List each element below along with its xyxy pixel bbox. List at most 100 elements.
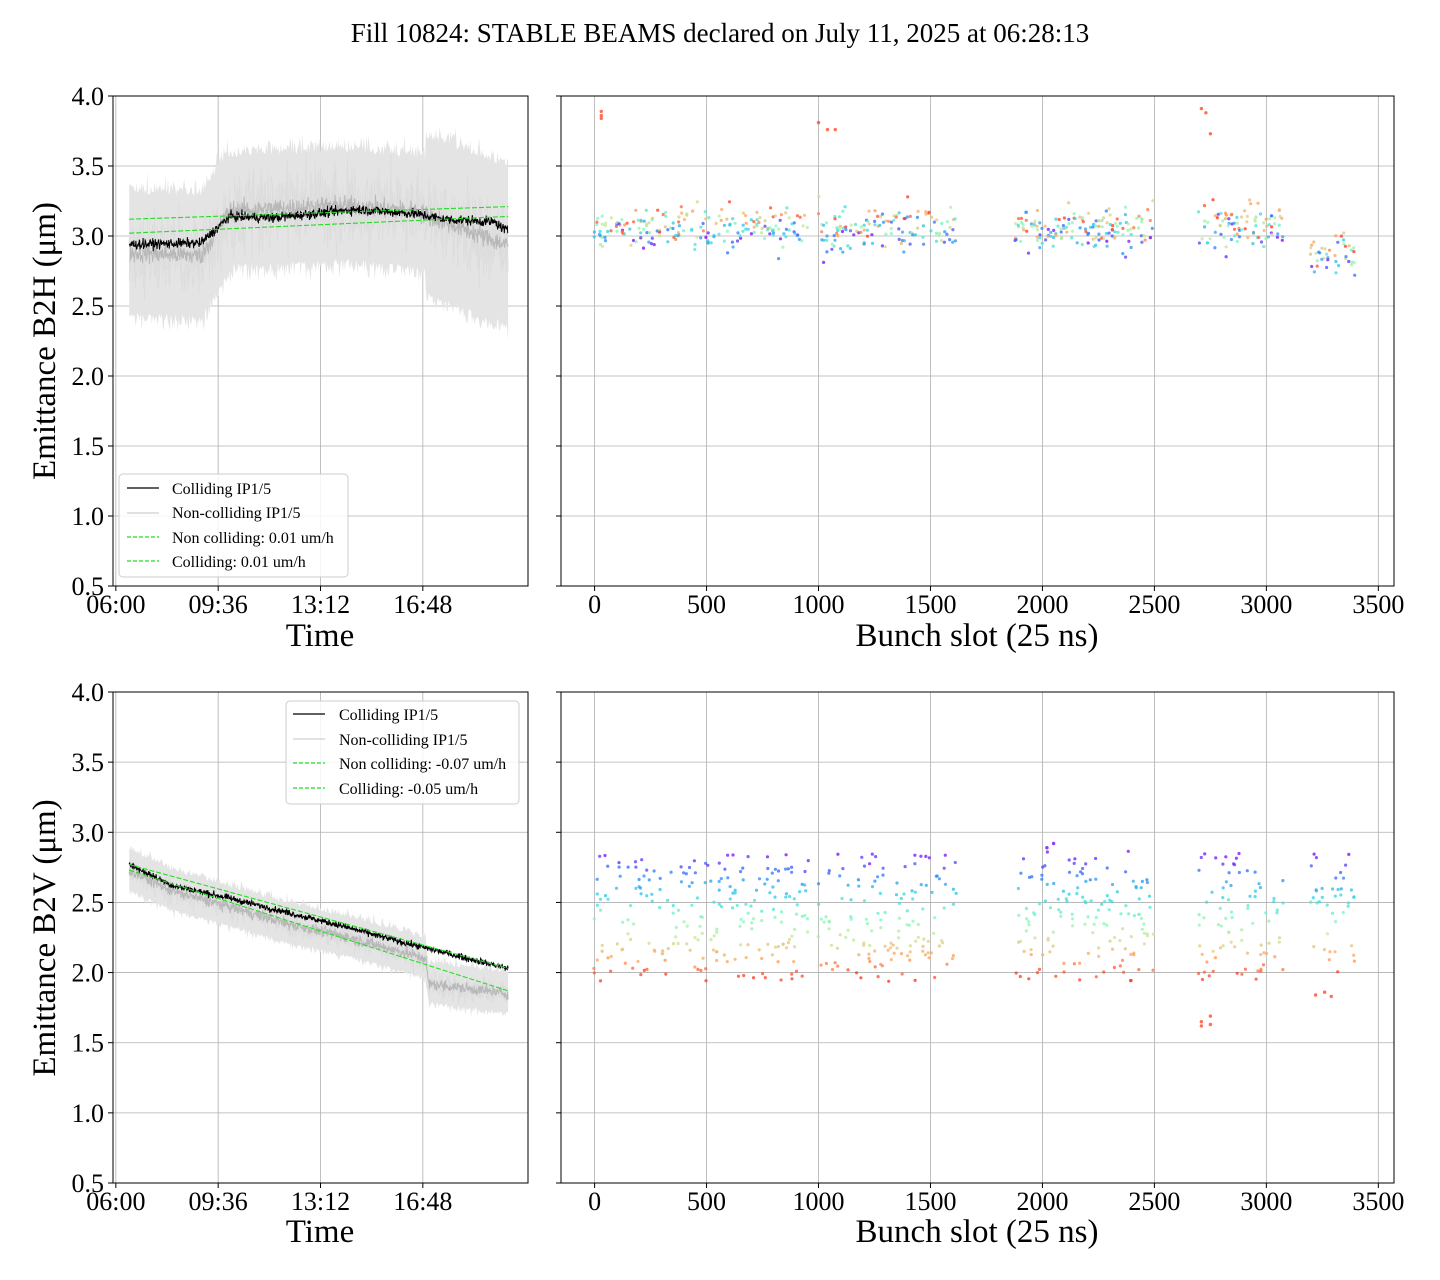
bunch-point	[840, 229, 845, 234]
bunch-point	[1265, 224, 1269, 228]
bunch-point	[1314, 889, 1318, 893]
bunch-point	[1097, 232, 1101, 236]
bunch-point	[660, 952, 665, 956]
bunch-point	[779, 920, 784, 924]
outlier-point	[816, 120, 821, 125]
bunch-point	[1224, 245, 1228, 249]
bunch-point	[1040, 873, 1044, 877]
bunch-point	[1259, 967, 1263, 971]
bunch-point	[1259, 240, 1264, 244]
y-tick-label: 4.0	[72, 82, 105, 111]
bunch-point	[1325, 932, 1329, 936]
bunch-point	[1131, 879, 1135, 883]
bunch-point	[822, 223, 826, 227]
bunch-point	[628, 227, 632, 231]
bunch-point	[760, 226, 764, 231]
bunch-point	[862, 228, 866, 232]
bunch-point	[1237, 851, 1241, 856]
bunch-point	[873, 879, 877, 883]
bunch-point	[926, 951, 930, 955]
bunch-point	[598, 854, 602, 858]
bunch-point	[709, 938, 713, 942]
bunch-point	[939, 239, 944, 243]
bunch-point	[913, 853, 917, 857]
bunch-point	[848, 246, 852, 250]
bunch-point	[763, 882, 767, 886]
scatter-points	[592, 106, 1357, 277]
bunch-point	[726, 876, 730, 880]
bunch-point	[1041, 953, 1045, 957]
outlier-point	[1199, 106, 1204, 111]
bunch-point	[881, 220, 886, 224]
bunch-point	[881, 873, 885, 877]
bunch-point	[874, 855, 878, 859]
bunch-point	[1235, 971, 1239, 975]
bunch-point	[754, 888, 759, 892]
outlier-point	[833, 127, 837, 132]
bunch-point	[1230, 915, 1234, 920]
bunch-point	[1151, 968, 1155, 972]
bunch-point	[1145, 880, 1149, 885]
bunch-point	[704, 967, 708, 971]
bunch-point	[836, 852, 840, 856]
bunch-point	[857, 953, 861, 957]
bunch-point	[650, 899, 654, 903]
bunch-point	[1115, 217, 1119, 221]
bunch-point	[824, 221, 829, 225]
bunch-point	[719, 877, 723, 881]
bunch-point	[1314, 251, 1318, 255]
bunch-point	[1273, 222, 1277, 226]
bunch-point	[1038, 221, 1042, 225]
bunch-point	[777, 227, 781, 231]
bunch-point	[603, 853, 607, 858]
bunch-point	[1019, 239, 1023, 243]
bunch-point	[790, 977, 794, 981]
bunch-point	[1137, 214, 1141, 218]
bunch-point	[779, 910, 784, 914]
bunch-point	[1043, 224, 1047, 228]
bunch-point	[714, 221, 718, 225]
bunch-point	[795, 214, 800, 218]
ticks: 0.5 1.0 1.5 2.0 2.5 3.0 3.5 4.0 06:00 09:36 13:12 1…	[72, 82, 453, 619]
bunch-point	[916, 226, 920, 230]
bunch-point	[945, 232, 949, 236]
bunch-point	[1040, 877, 1044, 881]
bunch-point	[768, 226, 772, 230]
bunch-point	[1229, 883, 1233, 888]
bunch-point	[916, 935, 920, 940]
bunch-point	[1349, 888, 1353, 892]
panel-b2v-time: 0.5 1.0 1.5 2.0 2.5 3.0 3.5 4.0 06:00 09:36 13:12 1…	[27, 678, 529, 1250]
bunch-point	[1309, 864, 1313, 868]
bunch-point	[1067, 870, 1072, 874]
bunch-point	[598, 979, 603, 983]
bunch-point	[728, 897, 732, 901]
bunch-point	[1267, 919, 1271, 923]
bunch-point	[773, 867, 778, 871]
bunch-point	[833, 961, 837, 965]
bunch-point	[878, 891, 883, 896]
bunch-point	[1218, 946, 1223, 950]
bunch-point	[1151, 932, 1155, 936]
bunch-point	[1081, 220, 1085, 224]
bunch-point	[751, 976, 756, 980]
bunch-point	[766, 942, 770, 947]
spread-band	[128, 127, 509, 341]
bunch-point	[921, 944, 925, 949]
bunch-point	[832, 244, 836, 248]
bunch-point	[1266, 235, 1271, 239]
bunch-point	[769, 206, 773, 210]
bunch-point	[1205, 960, 1209, 964]
bunch-point	[953, 239, 958, 243]
bunch-point	[1073, 857, 1077, 861]
bunch-point	[1253, 870, 1257, 874]
bunch-point	[1202, 916, 1206, 920]
bunch-point	[800, 974, 804, 978]
bunch-point	[889, 958, 893, 962]
bunch-point	[1080, 872, 1085, 876]
bunch-point	[637, 877, 641, 882]
bunch-point	[1016, 886, 1021, 891]
bunch-point	[922, 937, 926, 941]
bunch-point	[1224, 916, 1228, 921]
bunch-point	[1215, 216, 1219, 220]
bunch-point	[664, 210, 668, 214]
